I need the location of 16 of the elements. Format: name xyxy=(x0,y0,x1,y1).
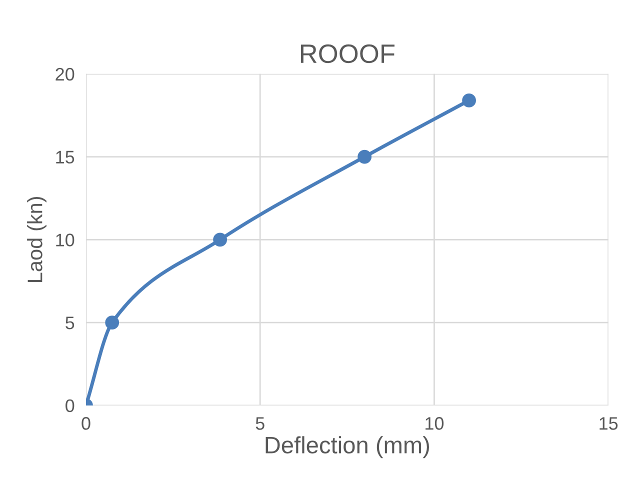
point xyxy=(213,232,228,247)
x-axis-title: Deflection (mm) xyxy=(266,436,430,458)
y-tick-label: 20 xyxy=(56,68,74,81)
x-tick-label: 0 xyxy=(82,417,90,430)
point xyxy=(462,94,476,108)
point xyxy=(358,150,372,164)
x-tick-label: 10 xyxy=(426,417,444,430)
chart-title: ROOOF xyxy=(300,44,394,64)
y-tick-label: 15 xyxy=(56,150,74,164)
x-tick-label: 15 xyxy=(600,417,618,430)
point xyxy=(105,316,120,330)
y-tick-label: 10 xyxy=(56,234,74,246)
y-tick-label: 0 xyxy=(66,399,74,412)
y-axis-title: Laod (kn) xyxy=(27,196,46,282)
y-tick-label: 5 xyxy=(66,316,74,330)
x-tick-label: 5 xyxy=(256,417,264,430)
